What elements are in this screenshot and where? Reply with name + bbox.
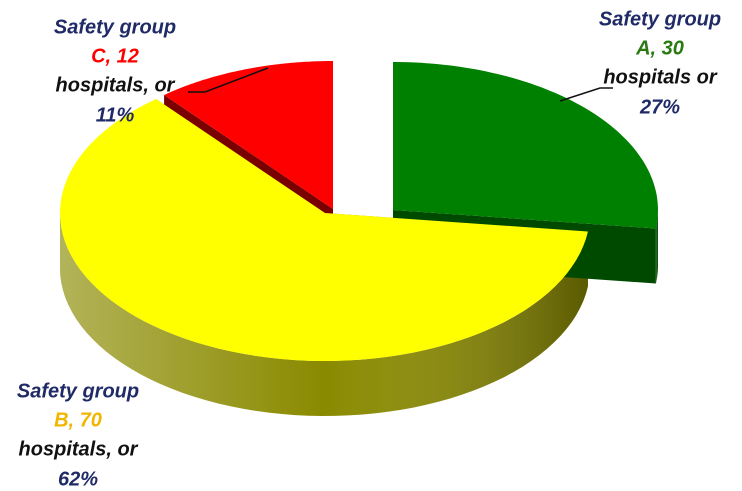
value-label: 11%	[96, 104, 135, 126]
pie-slice	[60, 99, 588, 361]
group-label: Safety group	[17, 380, 139, 402]
leader-line	[188, 67, 269, 93]
labels: Safety group A, 30 hospitals or 27% Safety g…	[17, 8, 721, 490]
group-label: Safety group	[54, 16, 176, 38]
connector-label: hospitals, or	[19, 438, 139, 460]
connector-label: hospitals or	[603, 66, 718, 88]
slice-tops	[60, 61, 658, 361]
slice-wall-shade	[655, 210, 658, 284]
slice-wall-shade	[60, 213, 588, 416]
pie-slice	[164, 61, 333, 209]
group-label: Safety group	[599, 8, 721, 30]
category-label: C, 12	[91, 45, 139, 67]
category-label: A, 30	[635, 37, 684, 59]
value-label: 27%	[639, 96, 680, 118]
leader-line	[559, 87, 613, 102]
connector-label: hospitals, or	[56, 74, 176, 96]
value-label: 62%	[58, 468, 98, 490]
category-label: B, 70	[54, 409, 102, 431]
pie-slice	[393, 62, 658, 229]
